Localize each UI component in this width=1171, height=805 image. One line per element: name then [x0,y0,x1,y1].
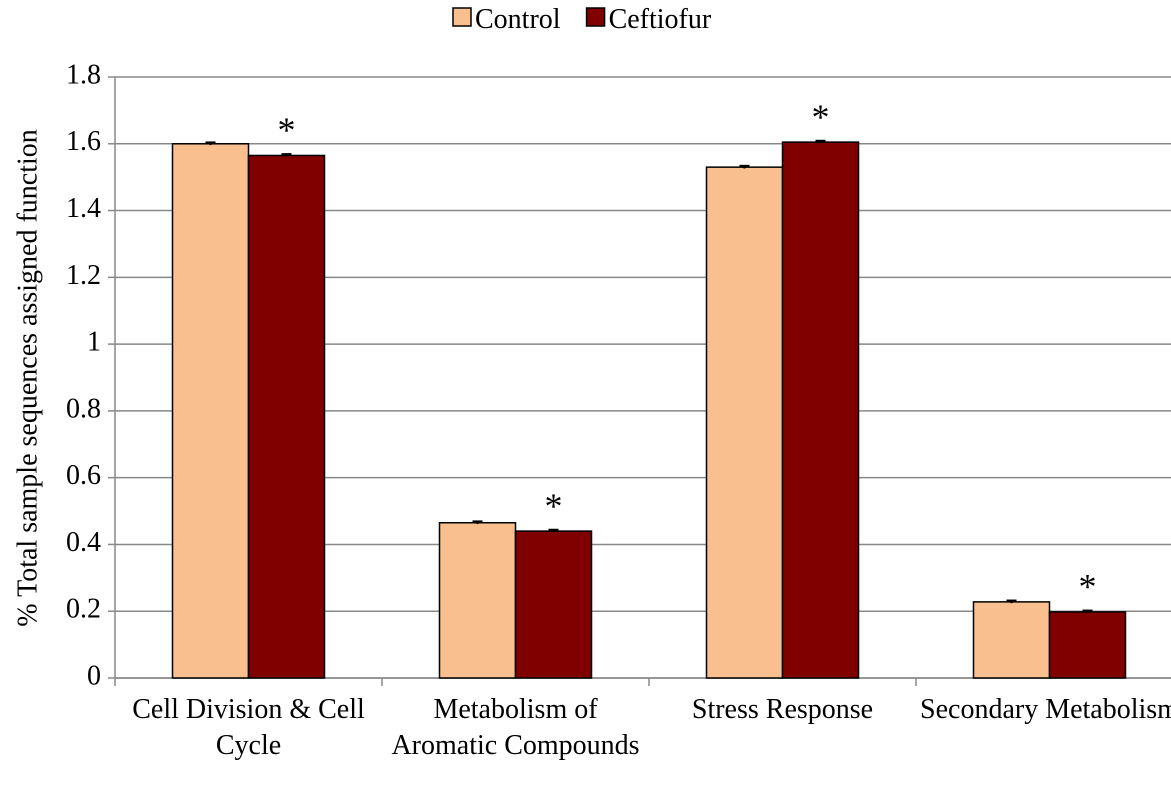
y-tick-label: 0 [87,660,101,691]
significance-marker: * [1079,567,1097,607]
y-axis-label: % Total sample sequences assigned functi… [12,129,43,627]
x-tick-label: Metabolism of Aromatic Compounds [391,694,639,761]
bar [972,601,1051,679]
bar [1048,611,1127,679]
y-tick-label: 0.8 [66,393,101,424]
legend-label: Ceftiofur [609,4,712,35]
legend-swatch [585,7,606,27]
x-tick-label: Cell Division & Cell Cycle [132,694,365,761]
bar [705,166,784,679]
error-bar [281,153,292,157]
error-bar [548,528,559,533]
error-bar [815,139,826,144]
bar [438,521,517,679]
bar [781,141,860,679]
error-bar [472,520,483,525]
x-tick-label: Secondary Metabolism [920,694,1171,725]
x-tick-label: Stress Response [692,694,873,725]
significance-marker: * [545,486,563,526]
bar [171,143,250,679]
y-tick-label: 0.2 [66,594,101,625]
y-tick-label: 1.4 [66,193,101,224]
error-bar [1082,609,1093,614]
significance-marker: * [812,97,830,137]
y-tick-label: 0.4 [66,527,101,558]
error-bar [205,141,216,146]
y-tick-label: 1.2 [66,260,101,291]
y-tick-label: 0.6 [66,460,101,491]
y-tick-label: 1 [87,327,101,358]
y-tick-label: 1.6 [66,126,101,157]
bar [514,530,593,679]
significance-marker: * [278,110,296,150]
legend-swatch [452,7,472,27]
error-bar [739,164,750,169]
y-tick-label: 1.8 [66,59,101,90]
error-bar [1006,599,1017,604]
bar [247,154,326,679]
legend-label: Control [475,4,561,35]
